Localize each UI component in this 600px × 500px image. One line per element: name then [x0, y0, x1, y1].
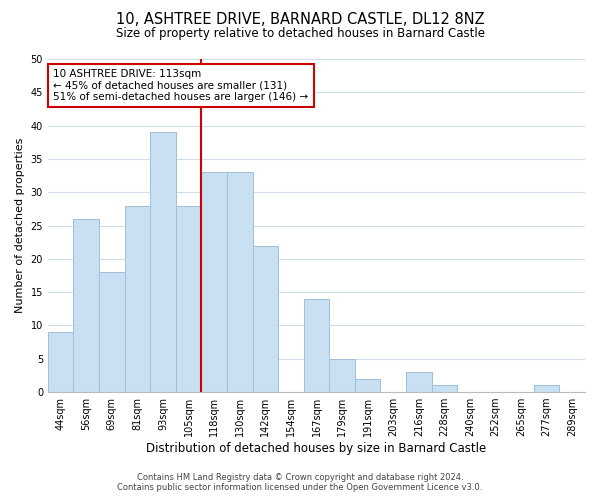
Bar [227, 172, 253, 392]
Text: Contains HM Land Registry data © Crown copyright and database right 2024.
Contai: Contains HM Land Registry data © Crown c… [118, 473, 482, 492]
Text: Size of property relative to detached houses in Barnard Castle: Size of property relative to detached ho… [115, 26, 485, 40]
Bar [406, 372, 431, 392]
Bar [355, 379, 380, 392]
Bar [431, 386, 457, 392]
X-axis label: Distribution of detached houses by size in Barnard Castle: Distribution of detached houses by size … [146, 442, 487, 455]
Bar [202, 172, 227, 392]
Text: 10 ASHTREE DRIVE: 113sqm
← 45% of detached houses are smaller (131)
51% of semi-: 10 ASHTREE DRIVE: 113sqm ← 45% of detach… [53, 69, 308, 102]
Text: 10, ASHTREE DRIVE, BARNARD CASTLE, DL12 8NZ: 10, ASHTREE DRIVE, BARNARD CASTLE, DL12 … [116, 12, 484, 28]
Bar [99, 272, 125, 392]
Bar [125, 206, 150, 392]
Bar [329, 359, 355, 392]
Bar [304, 299, 329, 392]
Bar [73, 219, 99, 392]
Bar [176, 206, 202, 392]
Bar [48, 332, 73, 392]
Bar [253, 246, 278, 392]
Bar [150, 132, 176, 392]
Bar [534, 386, 559, 392]
Y-axis label: Number of detached properties: Number of detached properties [15, 138, 25, 313]
